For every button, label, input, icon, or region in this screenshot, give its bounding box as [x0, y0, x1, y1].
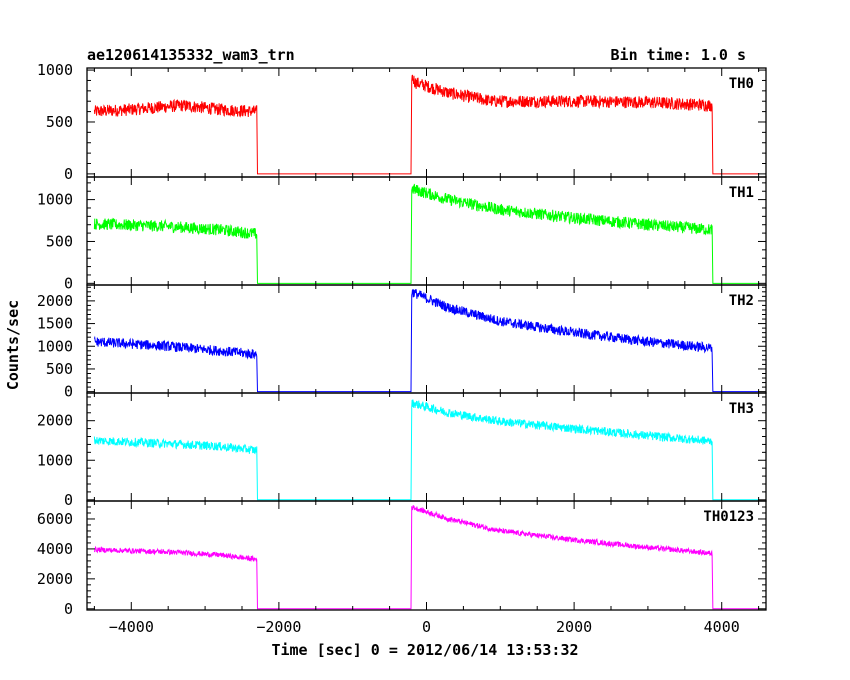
y-tick-label: 500 — [46, 360, 73, 378]
y-tick-label: 2000 — [37, 412, 73, 430]
y-tick-label: 1000 — [37, 191, 73, 209]
y-tick-label: 1000 — [37, 61, 73, 79]
series-line-th2 — [93, 289, 759, 393]
series-line-th0123 — [93, 505, 759, 610]
panel-label-th2: TH2 — [729, 293, 754, 309]
panel-frame — [86, 500, 767, 611]
y-tick-label: 2000 — [37, 570, 73, 588]
bin-time-label: Bin time: 1.0 s — [611, 46, 746, 64]
x-tick-label: −2000 — [256, 618, 301, 636]
x-tick-label: 4000 — [704, 618, 740, 636]
y-tick-label: 0 — [64, 600, 73, 618]
y-tick-label: 1500 — [37, 315, 73, 333]
panel-th0123: 0 2000 4000 6000 TH0123 — [37, 500, 767, 618]
series-line-th3 — [93, 399, 759, 501]
y-tick-label: 4000 — [37, 540, 73, 558]
x-axis-label: Time [sec] 0 = 2012/06/14 13:53:32 — [271, 641, 578, 659]
panel-label-th0: TH0 — [729, 76, 754, 92]
x-tick-label: 0 — [422, 618, 431, 636]
x-tick-labels: −4000 −2000 0 2000 4000 — [109, 618, 740, 636]
y-tick-label: 6000 — [37, 510, 73, 528]
x-tick-label: −4000 — [109, 618, 154, 636]
panel-label-th1: TH1 — [729, 185, 754, 201]
x-tick-label: 2000 — [556, 618, 592, 636]
y-tick-label: 500 — [46, 232, 73, 250]
panel-th2: 0 500 1000 1500 2000 TH2 — [37, 284, 767, 401]
y-tick-label: 500 — [46, 113, 73, 131]
series-line-th0 — [93, 74, 759, 175]
y-tick-label: 0 — [64, 491, 73, 509]
figure-title: ae120614135332_wam3_trn — [87, 46, 295, 64]
panels-group: 0 500 1000 TH0 0 500 1000 TH1 0 500 1000 1500 2000 TH… — [37, 61, 767, 618]
y-tick-label: 2000 — [37, 292, 73, 310]
panel-th0: 0 500 1000 TH0 — [37, 61, 767, 183]
panel-label-th3: TH3 — [729, 401, 754, 417]
y-tick-label: 1000 — [37, 337, 73, 355]
y-axis-label: Counts/sec — [4, 300, 22, 390]
y-tick-label: 0 — [64, 274, 73, 292]
y-tick-label: 0 — [64, 383, 73, 401]
y-tick-label: 0 — [64, 165, 73, 183]
panel-th1: 0 500 1000 TH1 — [37, 176, 767, 292]
series-line-th1 — [93, 183, 759, 284]
panel-th3: 0 1000 2000 TH3 — [37, 392, 767, 509]
y-tick-label: 1000 — [37, 451, 73, 469]
panel-label-th0123: TH0123 — [703, 509, 754, 525]
